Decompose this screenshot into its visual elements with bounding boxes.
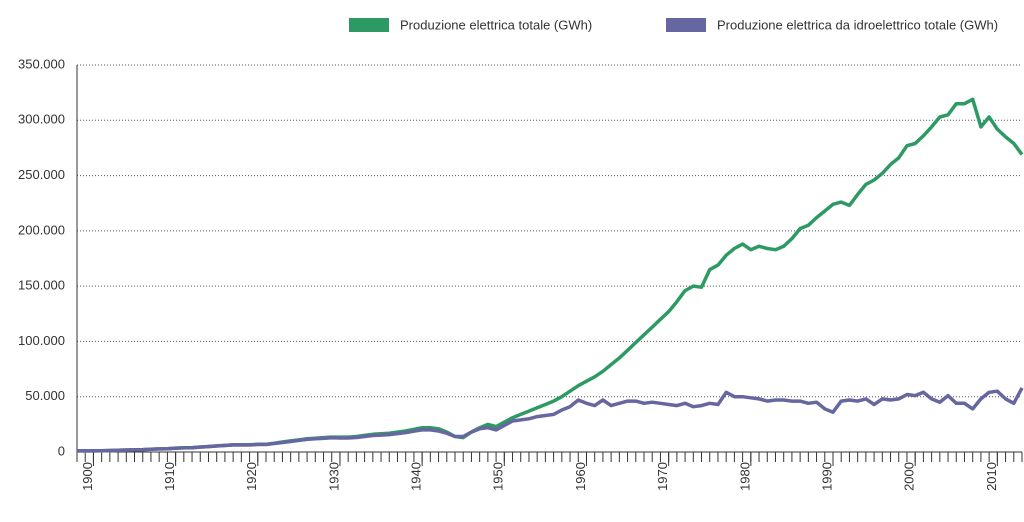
y-tick-label: 150.000	[18, 278, 65, 293]
series-line	[77, 97, 1024, 453]
y-tick-label: 250.000	[18, 167, 65, 182]
y-tick-label: 50.000	[25, 388, 65, 403]
y-tick-label: 0	[58, 443, 65, 458]
series-line	[77, 387, 1024, 453]
legend-swatch	[349, 18, 389, 32]
x-tick-label: 1990	[819, 462, 834, 491]
x-tick-label: 2010	[984, 462, 999, 491]
x-tick-label: 1930	[326, 462, 341, 491]
legend-label: Produzione elettrica da idroelettrico to…	[717, 17, 998, 32]
x-tick-label: 1960	[573, 462, 588, 491]
y-tick-label: 350.000	[18, 56, 65, 71]
x-tick-label: 1910	[162, 462, 177, 491]
x-tick-label: 1920	[244, 462, 259, 491]
y-tick-label: 300.000	[18, 112, 65, 127]
x-tick-label: 1900	[80, 462, 95, 491]
legend-swatch	[666, 18, 706, 32]
x-tick-label: 1970	[655, 462, 670, 491]
x-tick-label: 1980	[737, 462, 752, 491]
x-tick-label: 1950	[491, 462, 506, 491]
y-tick-label: 100.000	[18, 333, 65, 348]
x-tick-label: 2000	[902, 462, 917, 491]
y-tick-label: 200.000	[18, 222, 65, 237]
legend-label: Produzione elettrica totale (GWh)	[400, 17, 592, 32]
x-tick-label: 1940	[409, 462, 424, 491]
